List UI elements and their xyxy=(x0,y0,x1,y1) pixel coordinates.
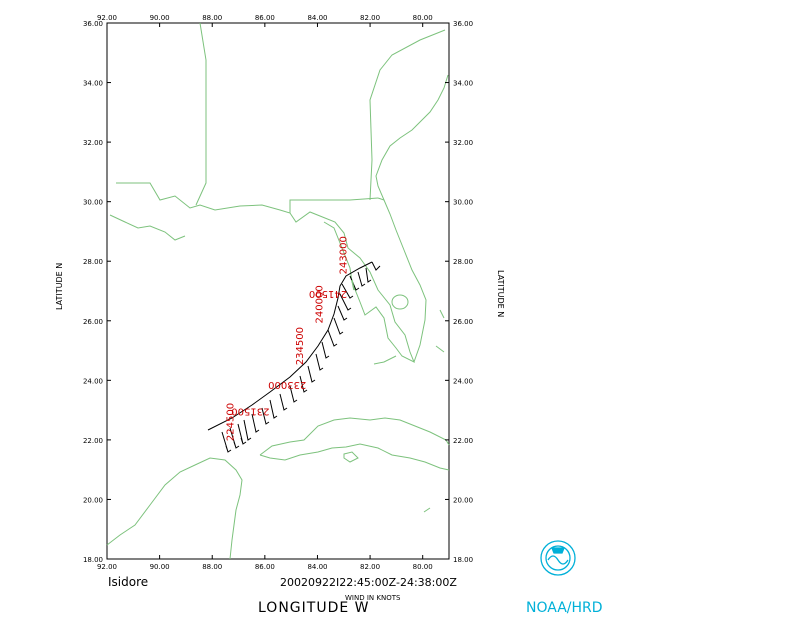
lat-tick-label: 18.00 xyxy=(83,556,103,564)
lon-tick-label: 84.00 xyxy=(307,14,327,22)
lon-tick-label: 82.00 xyxy=(360,563,380,571)
isla-juventud xyxy=(343,451,359,463)
lat-tick-label: 20.00 xyxy=(453,496,473,504)
lat-tick-label: 18.00 xyxy=(453,556,473,564)
wind-barb xyxy=(365,267,372,283)
wind-barb xyxy=(333,317,344,335)
lat-tick-label: 32.00 xyxy=(453,139,473,147)
lon-tick-label: 88.00 xyxy=(202,14,222,22)
observation-time-label: 243000 xyxy=(338,236,349,274)
wind-units: WIND IN KNOTS xyxy=(345,594,401,602)
lat-tick-label: 24.00 xyxy=(453,377,473,385)
observation-time-label: 224500 xyxy=(225,403,236,441)
lon-tick-label: 82.00 xyxy=(360,14,380,22)
agency-label: NOAA/HRD xyxy=(526,600,603,616)
lat-tick-label: 36.00 xyxy=(453,20,473,28)
lat-tick-label: 22.00 xyxy=(453,437,473,445)
wind-barb xyxy=(371,261,381,271)
wind-barb xyxy=(251,413,260,433)
wind-barb xyxy=(243,419,252,441)
wind-barb xyxy=(299,375,308,393)
lake-okeechobee xyxy=(391,294,409,310)
lon-tick-label: 86.00 xyxy=(255,14,275,22)
lat-tick-label: 34.00 xyxy=(83,80,103,88)
observation-time-label: 231500 xyxy=(231,406,269,417)
plot-frame xyxy=(106,22,450,560)
atlantic-coast xyxy=(375,74,449,363)
wind-barb xyxy=(339,293,352,311)
flight-track xyxy=(207,261,373,431)
gulf-coast-florida xyxy=(116,182,415,364)
y-axis-title-right: LATITUDE N xyxy=(496,270,505,317)
lat-tick-label: 28.00 xyxy=(83,258,103,266)
lon-tick-label: 80.00 xyxy=(413,563,433,571)
state-boundary-fl-ga xyxy=(377,197,385,201)
lon-tick-label: 90.00 xyxy=(150,563,170,571)
wind-barbs xyxy=(221,261,381,453)
y-axis-title-left: LATITUDE N xyxy=(55,263,64,310)
wind-barb xyxy=(327,329,338,347)
observation-time-label: 233000 xyxy=(268,379,306,390)
wind-barb xyxy=(221,431,232,453)
wind-barb xyxy=(237,423,247,445)
bahamas xyxy=(423,309,445,513)
lat-tick-label: 30.00 xyxy=(453,199,473,207)
wind-barb xyxy=(289,385,298,403)
lon-tick-label: 90.00 xyxy=(150,14,170,22)
observation-time-label: 240000 xyxy=(315,285,326,323)
bay-coast xyxy=(109,214,186,241)
lon-tick-label: 86.00 xyxy=(255,563,275,571)
state-boundary-ms-al xyxy=(195,22,207,206)
wind-barb xyxy=(341,283,354,299)
observation-time-label: 234500 xyxy=(295,327,306,365)
coastlines xyxy=(106,22,450,560)
wind-barb xyxy=(229,427,240,449)
noaa-logo xyxy=(540,540,576,576)
lon-tick-label: 84.00 xyxy=(307,563,327,571)
lat-tick-label: 26.00 xyxy=(83,318,103,326)
wind-barb xyxy=(337,305,348,321)
state-boundary-ga-al xyxy=(369,29,446,201)
lon-tick-label: 92.00 xyxy=(97,563,117,571)
lat-tick-label: 26.00 xyxy=(453,318,473,326)
wind-barb xyxy=(261,407,270,425)
axis-ticks: 92.00 92.00 90.00 90.00 88.00 88.00 86.00 86.00… xyxy=(83,14,473,571)
yucatan-coast xyxy=(106,457,243,560)
x-axis-title: LONGITUDE W xyxy=(258,600,370,616)
lon-tick-label: 88.00 xyxy=(202,563,222,571)
time-range: 20020922I22:45:00Z-24:38:00Z xyxy=(280,576,457,589)
lat-tick-label: 34.00 xyxy=(453,80,473,88)
green-marker xyxy=(351,279,355,291)
lat-tick-label: 32.00 xyxy=(83,139,103,147)
lon-tick-label: 92.00 xyxy=(97,14,117,22)
lat-tick-label: 20.00 xyxy=(83,496,103,504)
lon-tick-label: 80.00 xyxy=(413,14,433,22)
state-boundary-al-fl xyxy=(289,197,379,213)
lat-tick-label: 22.00 xyxy=(83,437,103,445)
florida-keys xyxy=(373,355,397,365)
track-line xyxy=(207,261,373,431)
cuba-coast xyxy=(259,417,450,471)
lat-tick-label: 28.00 xyxy=(453,258,473,266)
wind-barb xyxy=(357,271,366,287)
storm-name: Isidore xyxy=(108,575,148,589)
lat-tick-label: 24.00 xyxy=(83,377,103,385)
wind-barb xyxy=(307,365,316,383)
lat-tick-label: 30.00 xyxy=(83,199,103,207)
wind-barb xyxy=(321,341,330,359)
wind-barb xyxy=(269,399,278,419)
wind-barb xyxy=(279,393,288,411)
wind-barb xyxy=(315,353,324,371)
observation-time-label: 241500 xyxy=(309,288,347,299)
lat-tick-label: 36.00 xyxy=(83,20,103,28)
